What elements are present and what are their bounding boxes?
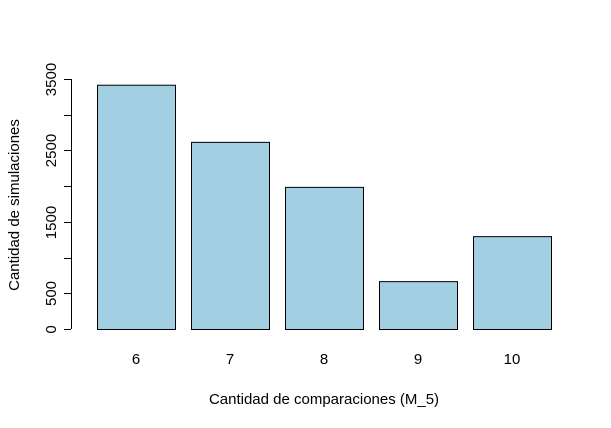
- x-tick-label-10: 10: [504, 351, 521, 368]
- y-tick-label-0: 0: [43, 325, 60, 333]
- y-tick-label-3500: 3500: [43, 63, 60, 96]
- bar-10: [473, 236, 552, 330]
- x-tick-label-8: 8: [320, 351, 328, 368]
- bar-9: [379, 281, 458, 330]
- x-axis-title: Cantidad de comparaciones (M_5): [209, 391, 439, 408]
- y-axis: 0 500 1500 2500 3500: [43, 63, 72, 334]
- bar-8: [285, 186, 364, 330]
- bar-6: [97, 84, 176, 331]
- bars-group: [97, 84, 552, 331]
- x-tick-label-6: 6: [132, 351, 140, 368]
- x-tick-label-9: 9: [414, 351, 422, 368]
- y-tick-label-2500: 2500: [43, 134, 60, 167]
- x-tick-label-7: 7: [226, 351, 234, 368]
- y-tick-label-1500: 1500: [43, 206, 60, 239]
- x-axis: 6 7 8 9 10: [132, 351, 521, 368]
- y-axis-title: Cantidad de simulaciones: [6, 119, 23, 291]
- y-tick-label-500: 500: [43, 281, 60, 306]
- bar-7: [191, 141, 270, 330]
